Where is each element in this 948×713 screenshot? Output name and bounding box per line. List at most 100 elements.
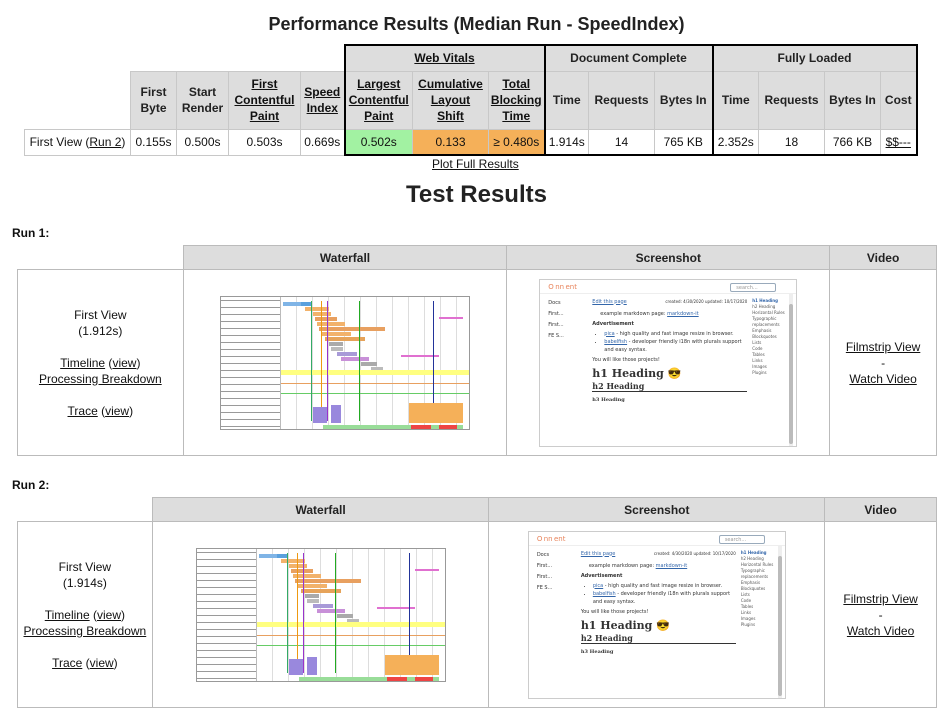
toc-item: Links xyxy=(752,357,763,363)
toc-item: h1 Heading xyxy=(752,297,779,303)
waterfall-thumbnail[interactable] xyxy=(220,295,471,430)
network-bar xyxy=(439,424,458,429)
toc-item: Lists xyxy=(752,339,762,345)
watch-video-link[interactable]: Watch Video xyxy=(849,371,917,386)
screenshot-thumbnail[interactable]: O nn ent search... Docs First... First... FE … xyxy=(527,530,786,699)
toc-item: Code xyxy=(740,597,752,603)
request-bar xyxy=(319,326,386,331)
trace-link[interactable]: Trace xyxy=(52,655,83,670)
waterfall-thumbnail[interactable] xyxy=(195,547,446,682)
page-content: Edit this page created: 4/30/2020 update… xyxy=(580,550,736,656)
cpu-block xyxy=(331,404,342,423)
video-header: Video xyxy=(829,245,937,270)
waterfall-cell[interactable] xyxy=(182,269,508,456)
toc-item: Images xyxy=(740,615,756,621)
logo: O nn ent xyxy=(548,282,577,291)
trace-view-link[interactable]: view xyxy=(89,655,114,670)
full-requests-header: Requests xyxy=(758,70,825,130)
cls-header[interactable]: Cumulative Layout Shift xyxy=(412,70,489,130)
request-bar xyxy=(346,618,359,623)
timing-marker xyxy=(327,300,329,421)
first-view-row: First View (Run 2) 0.155s 0.500s 0.503s … xyxy=(24,128,918,156)
first-byte-value: 0.155s xyxy=(130,128,177,156)
lcp-header[interactable]: Largest Contentful Paint xyxy=(343,70,413,130)
toc-item: Tables xyxy=(752,351,765,357)
timeline-link[interactable]: Timeline xyxy=(60,355,106,370)
request-bar xyxy=(292,573,321,578)
timeline-view-link[interactable]: view xyxy=(112,355,137,370)
cost-header: Cost xyxy=(880,70,918,130)
watch-video-link[interactable]: Watch Video xyxy=(846,623,915,638)
filmstrip-view-link[interactable]: Filmstrip View xyxy=(845,339,921,354)
toc-item: h1 Heading xyxy=(740,549,767,555)
main-thread-band xyxy=(256,621,445,627)
timing-marker xyxy=(359,300,361,421)
request-bar xyxy=(439,316,464,319)
run-1-info: First View (1.912s) Timeline (view) Proc… xyxy=(17,269,184,456)
full-bytes-header: Bytes In xyxy=(824,70,881,130)
toc-item: Horizontal Rules xyxy=(752,309,785,315)
request-bar xyxy=(329,341,344,346)
advertisement-heading: Advertisement xyxy=(580,572,623,579)
cpu-band xyxy=(281,382,470,384)
document-complete-header: Document Complete xyxy=(543,44,713,72)
ad-link: pica xyxy=(592,582,604,589)
waterfall-cell[interactable] xyxy=(151,521,490,708)
toc-item: h2 Heading xyxy=(752,303,776,309)
request-bar xyxy=(280,558,305,563)
run-time: (1.912s) xyxy=(78,323,123,338)
run-2-link[interactable]: Run 2 xyxy=(89,135,122,149)
timeline-view-link[interactable]: view xyxy=(96,607,121,622)
plot-full-results-link[interactable]: Plot Full Results xyxy=(432,157,519,171)
search-input: search... xyxy=(730,282,777,292)
toc-item: Links xyxy=(740,609,752,615)
lcp-value: 0.502s xyxy=(343,128,413,156)
run-2-label: Run 2: xyxy=(12,478,50,492)
trace-view-link[interactable]: view xyxy=(105,403,130,418)
fcp-header[interactable]: First Contentful Paint xyxy=(228,70,301,130)
processing-breakdown-link[interactable]: Processing Breakdown xyxy=(23,623,147,638)
tbt-header[interactable]: Total Blocking Time xyxy=(488,70,545,130)
h2-heading: h2 Heading xyxy=(592,382,748,392)
doc-requests-header: Requests xyxy=(588,70,655,130)
toc-item: Tables xyxy=(740,603,754,609)
page-dates: created: 4/30/2020 updated: 10/17/2020 xyxy=(653,550,736,556)
screenshot-cell[interactable]: O nn ent search... Docs First... First... FE … xyxy=(488,521,826,708)
screenshot-thumbnail[interactable]: O nn ent search... Docs First... First... FE … xyxy=(539,278,798,447)
web-vitals-header[interactable]: Web Vitals xyxy=(343,44,545,72)
ad-link: babelfish xyxy=(592,590,616,597)
request-bar xyxy=(401,354,440,357)
timing-marker xyxy=(408,552,410,673)
start-render-value: 0.500s xyxy=(176,128,229,156)
logo: O nn ent xyxy=(536,534,566,543)
first-view-label: First View (Run 2) xyxy=(24,128,131,156)
cost-value[interactable]: $$--- xyxy=(880,128,918,156)
cpu-block xyxy=(306,656,317,675)
ad-link: babelfish xyxy=(604,338,628,345)
ad-text: - high quality and fast image resize in … xyxy=(603,582,723,589)
speed-index-header[interactable]: Speed Index xyxy=(300,70,345,130)
search-input: search... xyxy=(718,534,765,544)
h2-heading: h2 Heading xyxy=(580,634,736,644)
separator: - xyxy=(878,607,883,622)
request-bar xyxy=(290,568,313,573)
request-bar xyxy=(300,588,341,593)
request-bar xyxy=(288,563,307,568)
trace-link[interactable]: Trace xyxy=(67,403,98,418)
toc-item: Code xyxy=(752,345,763,351)
tbt-value: ≥ 0.480s xyxy=(488,128,545,156)
edit-link: Edit this page xyxy=(580,550,616,557)
timing-marker xyxy=(286,552,288,673)
timeline-link[interactable]: Timeline xyxy=(44,607,90,622)
filmstrip-view-link[interactable]: Filmstrip View xyxy=(843,591,918,606)
request-bar xyxy=(414,568,439,571)
full-time-value: 2.352s xyxy=(711,128,759,156)
toc-item: Emphasis xyxy=(752,327,772,333)
separator: - xyxy=(881,355,886,370)
network-bar xyxy=(386,676,407,681)
toc-item: h2 Heading xyxy=(740,555,764,561)
ad-text: - developer friendly i18n with plurals s… xyxy=(592,590,731,605)
processing-breakdown-link[interactable]: Processing Breakdown xyxy=(38,371,162,386)
screenshot-cell[interactable]: O nn ent search... Docs First... First... FE … xyxy=(506,269,831,456)
request-bar xyxy=(301,301,312,306)
